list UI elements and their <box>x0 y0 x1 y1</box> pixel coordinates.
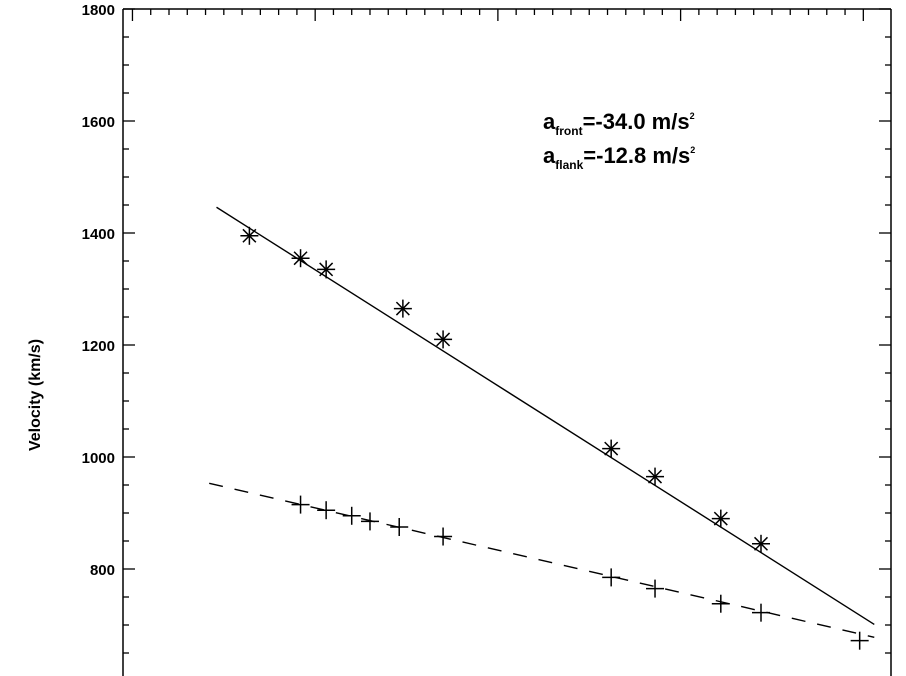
front-data-point <box>752 534 770 553</box>
flank-data-point <box>317 501 336 520</box>
flank-prefix: a <box>543 143 556 168</box>
flank-acceleration-annotation: aflank=-12.8 m/s2 <box>543 143 695 172</box>
front-data-point <box>602 439 621 458</box>
front-value: =-34.0 m/s <box>583 109 690 134</box>
y-axis-ticks: 1800 1600 1400 1200 1000 800 <box>82 2 891 654</box>
y-tick-label: 1000 <box>82 450 115 467</box>
y-tick-label: 1800 <box>82 2 115 19</box>
y-axis-label: Velocity (km/s) <box>27 339 44 451</box>
fit-lines <box>209 206 875 639</box>
flank-data-point <box>711 594 730 613</box>
flank-fit-line <box>209 482 875 639</box>
y-tick-label: 1400 <box>82 226 115 243</box>
flank-data-point <box>390 518 409 536</box>
flank-subscript: flank <box>555 158 583 172</box>
flank-data-point <box>752 603 770 622</box>
flank-data-point <box>434 527 453 546</box>
front-data-point <box>317 260 336 279</box>
front-data-point <box>240 226 259 245</box>
plot-frame <box>122 8 892 676</box>
flank-value: =-12.8 m/s <box>583 143 690 168</box>
x-axis-ticks <box>131 9 864 21</box>
front-subscript: front <box>555 124 582 138</box>
flank-data-point <box>342 506 361 525</box>
front-data-point <box>393 299 412 318</box>
y-tick-label: 1200 <box>82 338 115 355</box>
flank-data-point <box>291 495 310 514</box>
flank-data-point <box>360 512 379 531</box>
front-acceleration-annotation: afront=-34.0 m/s2 <box>543 109 695 138</box>
flank-data-point <box>646 579 665 598</box>
front-data-point <box>291 249 310 268</box>
flank-data-point <box>602 568 621 587</box>
flank-data-point <box>850 631 869 650</box>
front-data-point <box>434 330 453 349</box>
data-markers <box>240 226 869 650</box>
flank-superscript: 2 <box>690 145 695 155</box>
front-prefix: a <box>543 109 556 134</box>
front-data-point <box>646 467 665 486</box>
y-tick-label: 1600 <box>82 114 115 131</box>
front-superscript: 2 <box>690 111 695 121</box>
y-tick-label: 800 <box>90 562 115 579</box>
front-data-point <box>711 509 730 528</box>
